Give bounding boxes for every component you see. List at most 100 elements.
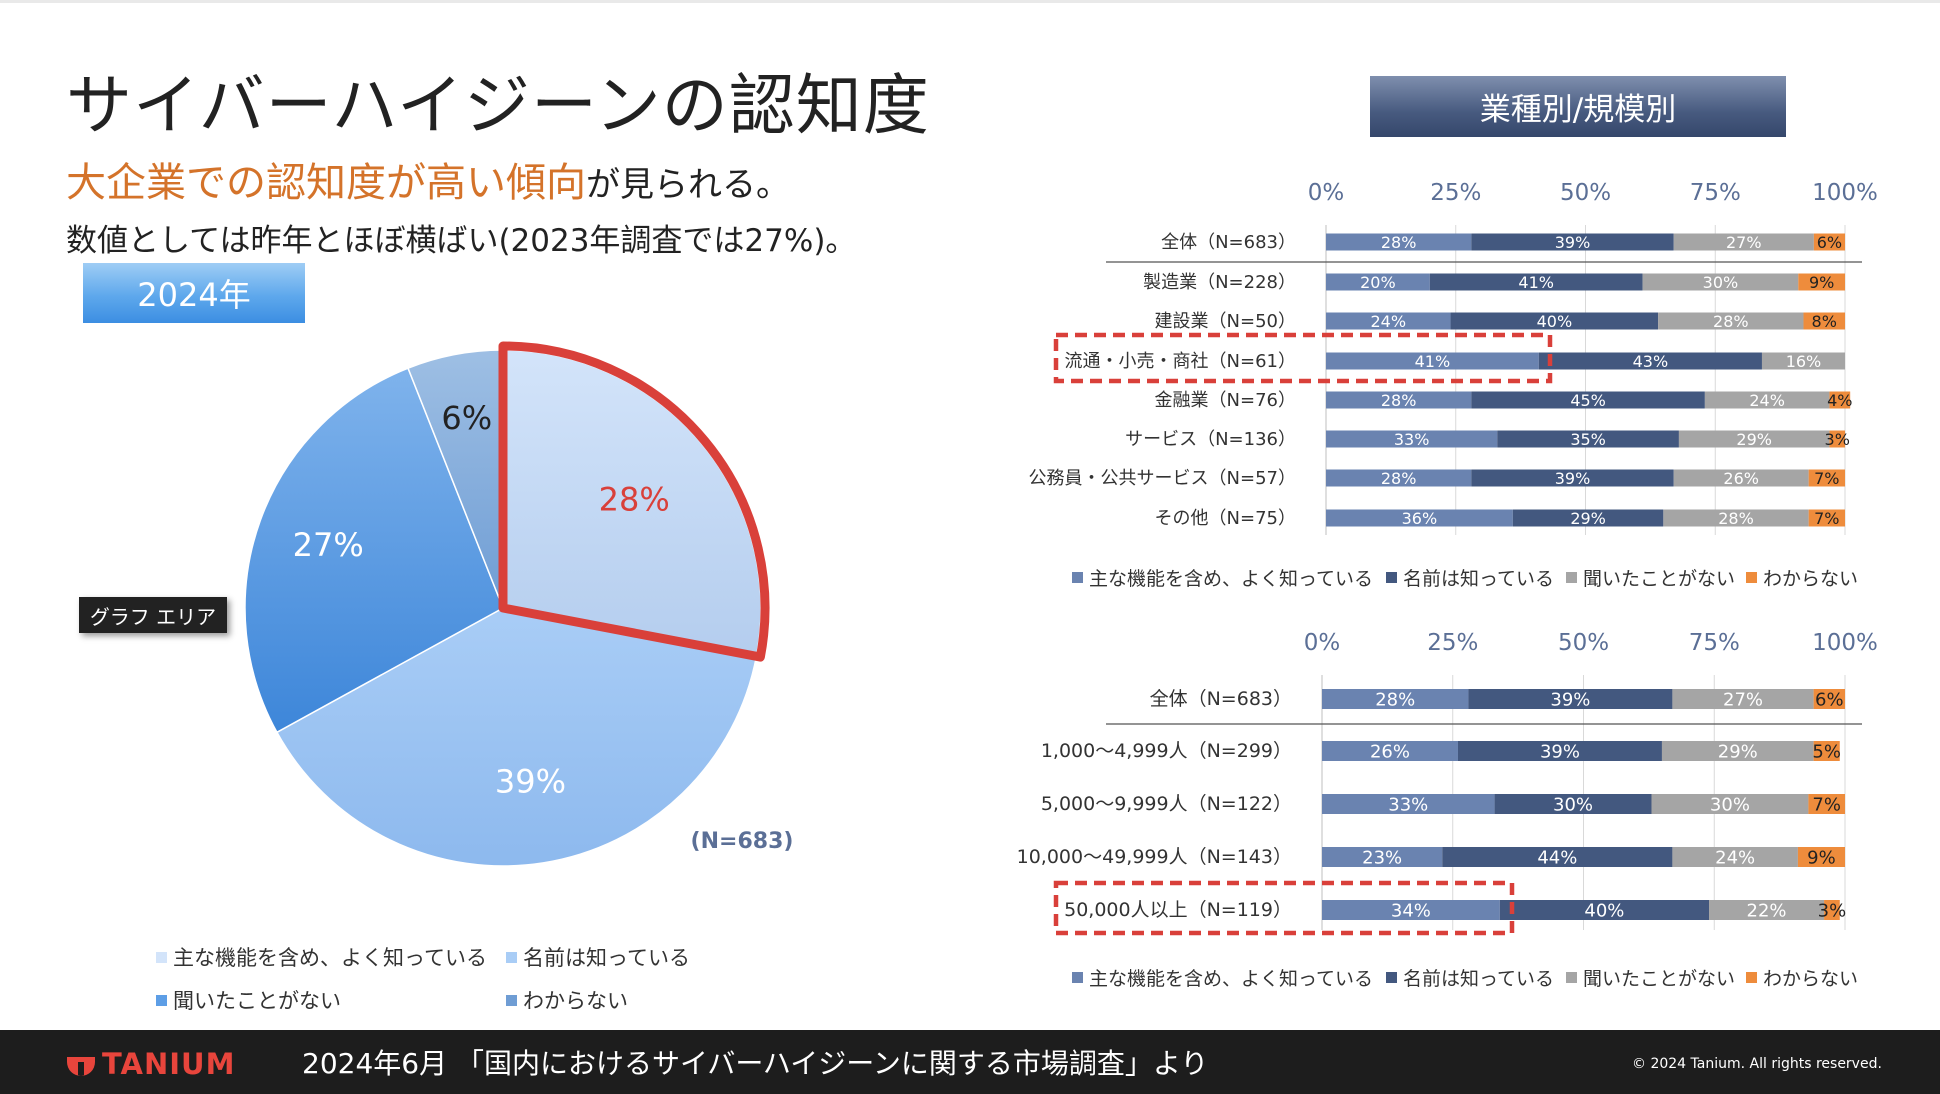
bar-segment[interactable] <box>1322 689 1469 709</box>
bar-legend-item[interactable]: 聞いたことがない <box>1566 564 1735 591</box>
bar-segment[interactable] <box>1322 741 1458 761</box>
bar-legend-item[interactable]: 名前は知っている <box>1386 564 1554 591</box>
bar-segment[interactable] <box>1813 741 1840 761</box>
pie-slice-never-heard[interactable] <box>244 367 504 734</box>
bar-segment[interactable] <box>1829 391 1851 409</box>
bar-segment[interactable] <box>1499 900 1710 920</box>
bar-data-label: 8% <box>1812 312 1837 331</box>
highlight-dashed-box <box>1053 332 1553 384</box>
bar-segment[interactable] <box>1803 312 1845 330</box>
x-tick-label: 50% <box>1560 180 1611 206</box>
bar-segment[interactable] <box>1326 352 1539 370</box>
size-bar-chart[interactable]: 0% 25% 50% 75% 100% 全体（N=683） 28% 39% 27% 6% 1,000… <box>1017 630 1878 936</box>
bar-segment[interactable] <box>1808 794 1845 814</box>
bar-data-label: 33% <box>1388 794 1428 815</box>
bar-data-label: 39% <box>1555 469 1591 488</box>
bar-segment[interactable] <box>1326 273 1430 291</box>
bar-data-label: 34% <box>1391 900 1431 921</box>
bar-segment[interactable] <box>1457 741 1662 761</box>
bar-segment[interactable] <box>1538 352 1762 370</box>
bar-segment[interactable] <box>1672 847 1798 867</box>
x-tick-label: 0% <box>1304 630 1341 656</box>
bar-legend-item[interactable]: 名前は知っている <box>1386 964 1554 991</box>
comparison-note: 数値としては昨年とほぼ横ばい(2023年調査では27%)。 <box>66 223 857 259</box>
category-label: 製造業（N=228） <box>1143 272 1296 293</box>
category-label: 5,000～9,999人（N=122） <box>1041 793 1292 815</box>
bar-data-label: 23% <box>1362 847 1402 868</box>
bar-legend-item[interactable]: 主な機能を含め、よく知っている <box>1072 564 1373 591</box>
category-label: 公務員・公共サービス（N=57） <box>1029 468 1296 489</box>
pie-legend-item[interactable]: 主な機能を含め、よく知っている <box>156 942 487 972</box>
bar-segment[interactable] <box>1824 900 1840 920</box>
bar-segment[interactable] <box>1497 430 1679 448</box>
industry-bar-chart[interactable]: 0% 25% 50% 75% 100% 全体（N=683） 28% 39% 27% 6% 製造業（N… <box>1029 180 1878 535</box>
bar-segment[interactable] <box>1326 509 1513 527</box>
legend-label: 主な機能を含め、よく知っている <box>1089 968 1374 990</box>
bar-data-label: 39% <box>1540 741 1580 762</box>
pie-slice-label: 28% <box>599 480 670 518</box>
category-label: サービス（N=136） <box>1125 429 1296 450</box>
bar-segment[interactable] <box>1813 689 1845 709</box>
pie-legend-item[interactable]: 聞いたことがない <box>156 985 341 1015</box>
pie-legend-item[interactable]: 名前は知っている <box>506 942 690 972</box>
bar-segment[interactable] <box>1829 430 1845 448</box>
bar-segment[interactable] <box>1322 794 1495 814</box>
bar-data-label: 45% <box>1570 391 1606 410</box>
bar-segment[interactable] <box>1797 847 1845 867</box>
bar-segment[interactable] <box>1651 794 1809 814</box>
bar-segment[interactable] <box>1673 233 1814 251</box>
bar-segment[interactable] <box>1494 794 1652 814</box>
bar-segment[interactable] <box>1512 509 1664 527</box>
bar-segment[interactable] <box>1661 741 1814 761</box>
bar-segment[interactable] <box>1761 352 1845 370</box>
bar-segment[interactable] <box>1468 689 1673 709</box>
legend-swatch <box>1072 572 1083 583</box>
bar-legend-item[interactable]: わからない <box>1746 564 1858 591</box>
bar-segment[interactable] <box>1471 469 1674 487</box>
bar-segment[interactable] <box>1450 312 1659 330</box>
bar-segment[interactable] <box>1658 312 1804 330</box>
bar-data-label: 3% <box>1818 900 1847 921</box>
bar-legend-item[interactable]: わからない <box>1746 964 1858 991</box>
pie-slice-name-only[interactable] <box>275 607 758 867</box>
bar-segment[interactable] <box>1704 391 1830 409</box>
bar-segment[interactable] <box>1322 847 1443 867</box>
legend-label: 主な機能を含め、よく知っている <box>173 946 487 970</box>
bar-segment[interactable] <box>1709 900 1825 920</box>
bar-segment[interactable] <box>1672 689 1814 709</box>
bar-segment[interactable] <box>1471 233 1674 251</box>
pie-legend-item[interactable]: わからない <box>506 985 628 1015</box>
bar-segment[interactable] <box>1429 273 1643 291</box>
bar-data-label: 36% <box>1402 509 1438 528</box>
bar-segment[interactable] <box>1673 469 1809 487</box>
bar-data-label: 20% <box>1360 273 1396 292</box>
bar-segment[interactable] <box>1808 469 1845 487</box>
bar-segment[interactable] <box>1326 312 1451 330</box>
bar-segment[interactable] <box>1326 233 1472 251</box>
bar-legend-item[interactable]: 主な機能を含め、よく知っている <box>1072 964 1373 991</box>
bar-segment[interactable] <box>1663 509 1809 527</box>
bar-segment[interactable] <box>1808 509 1845 527</box>
x-tick-label: 25% <box>1427 630 1478 656</box>
bar-segment[interactable] <box>1471 391 1705 409</box>
bar-data-label: 7% <box>1814 509 1839 528</box>
bar-data-label: 28% <box>1381 391 1417 410</box>
year-badge: 2024年 <box>83 263 305 323</box>
bar-segment[interactable] <box>1678 430 1830 448</box>
pie-slice-label: 6% <box>441 399 492 437</box>
bar-segment[interactable] <box>1326 391 1472 409</box>
bar-segment[interactable] <box>1326 430 1498 448</box>
bar-segment[interactable] <box>1798 273 1845 291</box>
subtitle-rest: が見られる。 <box>586 165 790 205</box>
bar-legend-item[interactable]: 聞いたことがない <box>1566 964 1735 991</box>
bar-data-label: 30% <box>1710 794 1750 815</box>
bar-segment[interactable] <box>1442 847 1673 867</box>
pie-chart[interactable]: 28% 39% 27% 6% (N=683) <box>0 0 800 900</box>
bar-segment[interactable] <box>1642 273 1799 291</box>
bar-data-label: 24% <box>1749 391 1785 410</box>
bar-data-label: 6% <box>1815 689 1844 710</box>
bar-segment[interactable] <box>1322 900 1500 920</box>
top-divider <box>0 0 1940 3</box>
bar-segment[interactable] <box>1813 233 1845 251</box>
bar-segment[interactable] <box>1326 469 1472 487</box>
